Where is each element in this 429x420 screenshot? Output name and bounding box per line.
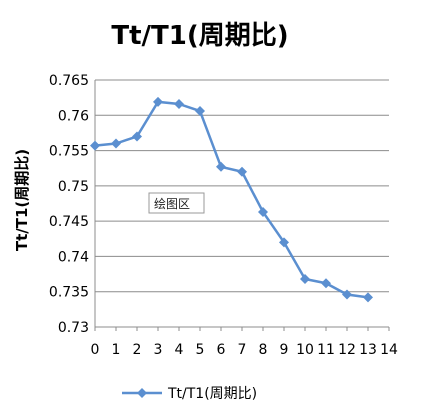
legend-marker [137,388,147,398]
data-point [300,274,310,285]
y-axis-label: Tt/T1(周期比) [13,149,31,251]
data-point [258,206,268,217]
data-point [321,278,331,289]
series-group [90,96,373,303]
x-tick-label: 10 [296,342,314,358]
data-point [216,161,226,172]
data-point [279,237,289,248]
chart-title: Tt/T1(周期比) [111,21,288,51]
y-tick-label: 0.75 [58,179,89,195]
y-tick-label: 0.735 [49,285,89,301]
y-tick-label: 0.765 [49,73,89,89]
x-tick-labels: 0 1 2 3 4 5 6 7 8 9 10 11 12 13 14 [91,342,398,358]
x-tick-label: 0 [91,342,100,358]
plot-area-tooltip: 绘图区 [148,192,205,214]
axes [94,80,390,331]
x-tick-label: 13 [359,342,377,358]
data-point [111,138,121,149]
x-tick-label: 7 [238,342,247,358]
gridlines [95,79,389,328]
legend: Tt/T1(周期比) [122,386,257,402]
y-tick-label: 0.74 [58,249,89,265]
data-point [132,131,142,142]
x-tick-label: 8 [259,342,268,358]
data-point [237,166,247,177]
data-point [363,292,373,303]
x-tick-label: 14 [380,342,398,358]
y-tick-label: 0.73 [58,320,89,336]
x-tick-label: 9 [280,342,289,358]
x-tick-label: 3 [154,342,163,358]
x-tick-label: 12 [338,342,356,358]
data-point [174,98,184,109]
x-tick-label: 5 [196,342,205,358]
legend-label: Tt/T1(周期比) [167,386,257,402]
data-point [153,96,163,107]
y-tick-label: 0.76 [58,108,89,124]
x-tick-label: 2 [133,342,142,358]
x-tick-label: 11 [317,342,335,358]
x-tick-label: 1 [112,342,121,358]
y-tick-label: 0.745 [49,214,89,230]
y-tick-label: 0.755 [49,144,89,160]
data-point [195,106,205,117]
plot-area-tooltip-text: 绘图区 [154,196,190,211]
x-tick-label: 4 [175,342,184,358]
y-tick-labels: 0.73 0.735 0.74 0.745 0.75 0.755 0.76 0.765 [49,73,89,336]
data-point [342,289,352,300]
x-tick-label: 6 [217,342,226,358]
data-point [90,140,100,151]
series-line [94,100,369,299]
